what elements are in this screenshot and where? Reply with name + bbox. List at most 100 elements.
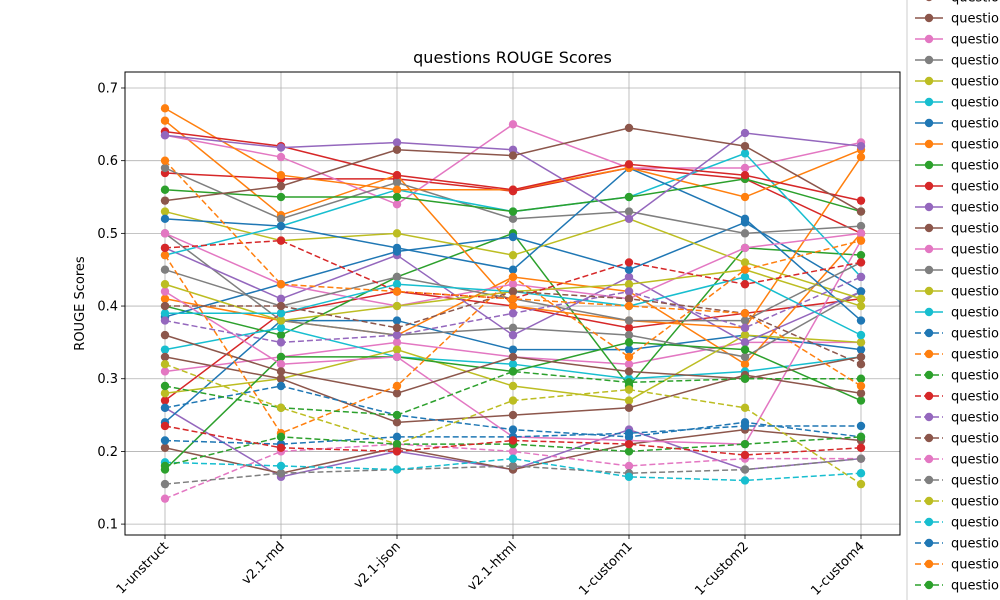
legend-marker bbox=[924, 496, 934, 506]
legend-label: questio bbox=[951, 285, 999, 300]
legend-marker bbox=[924, 139, 934, 149]
legend-entry: questio bbox=[915, 159, 999, 174]
data-point bbox=[160, 389, 170, 398]
legend-marker bbox=[924, 34, 934, 44]
data-point bbox=[392, 389, 402, 398]
data-point bbox=[508, 294, 518, 303]
legend-label: questio bbox=[951, 306, 999, 321]
legend-entry: questio bbox=[915, 411, 999, 426]
data-point bbox=[392, 171, 402, 180]
legend-entry: questio bbox=[915, 96, 999, 111]
legend-label: questio bbox=[951, 558, 999, 573]
data-point bbox=[276, 323, 286, 333]
data-point bbox=[740, 359, 750, 369]
data-point bbox=[160, 265, 170, 274]
data-point bbox=[856, 374, 866, 383]
data-point bbox=[856, 258, 866, 267]
legend-entry: questio bbox=[915, 474, 999, 489]
legend-label: questio bbox=[951, 201, 999, 216]
legend-label: questio bbox=[951, 579, 999, 594]
y-axis-label: ROUGE Scores bbox=[73, 256, 88, 351]
data-point bbox=[740, 439, 750, 449]
legend-entry: questio bbox=[915, 495, 999, 510]
data-point bbox=[276, 181, 286, 191]
series-43 bbox=[160, 156, 866, 391]
series-27 bbox=[160, 123, 866, 216]
data-point bbox=[740, 316, 750, 325]
data-point bbox=[740, 374, 750, 383]
data-point bbox=[740, 243, 750, 253]
data-point bbox=[508, 301, 518, 311]
legend-marker bbox=[924, 97, 934, 107]
data-point bbox=[624, 403, 634, 413]
data-point bbox=[624, 367, 634, 376]
data-point bbox=[740, 265, 750, 274]
legend-entry: questio bbox=[915, 75, 999, 90]
data-point bbox=[508, 145, 518, 154]
data-point bbox=[856, 207, 866, 216]
data-point bbox=[508, 265, 518, 274]
legend-marker bbox=[924, 76, 934, 86]
legend-entry: questio bbox=[915, 222, 999, 237]
legend-marker bbox=[924, 328, 934, 338]
data-point bbox=[624, 192, 634, 202]
data-point bbox=[508, 185, 518, 194]
data-point bbox=[856, 345, 866, 354]
data-point bbox=[508, 447, 518, 456]
data-point bbox=[160, 196, 170, 205]
legend-entry: questio bbox=[915, 558, 999, 573]
y-tick-label: 0.6 bbox=[97, 154, 118, 169]
data-point bbox=[392, 338, 402, 347]
legend-label: questio bbox=[951, 138, 999, 153]
data-point bbox=[624, 214, 634, 224]
series-26 bbox=[160, 128, 866, 224]
legend-label: questio bbox=[951, 159, 999, 174]
legend-marker bbox=[924, 475, 934, 485]
data-point bbox=[392, 178, 402, 187]
data-point bbox=[276, 143, 286, 152]
legend-marker bbox=[924, 517, 934, 527]
data-point bbox=[392, 352, 402, 362]
data-point bbox=[856, 301, 866, 311]
data-point bbox=[856, 141, 866, 151]
data-point bbox=[276, 403, 286, 413]
legend-label: questio bbox=[951, 453, 999, 468]
axes-frame bbox=[124, 71, 901, 536]
data-point bbox=[392, 345, 402, 354]
series-36 bbox=[160, 272, 866, 347]
data-point bbox=[392, 243, 402, 253]
data-point bbox=[624, 338, 634, 347]
x-tick-label: v2.1-json bbox=[351, 539, 404, 592]
legend-entry: questio bbox=[915, 348, 999, 363]
series-layer bbox=[160, 104, 866, 503]
data-point bbox=[276, 330, 286, 340]
data-point bbox=[624, 461, 634, 471]
data-point bbox=[856, 389, 866, 398]
data-point bbox=[624, 123, 634, 133]
data-point bbox=[740, 229, 750, 238]
data-point bbox=[392, 418, 402, 427]
legend-entry: questio bbox=[915, 516, 999, 531]
data-point bbox=[856, 479, 866, 489]
data-point bbox=[624, 330, 634, 340]
data-point bbox=[160, 436, 170, 445]
legend-marker bbox=[924, 202, 934, 212]
data-point bbox=[276, 461, 286, 471]
data-point bbox=[160, 301, 170, 311]
legend-marker bbox=[924, 265, 934, 275]
data-point bbox=[160, 494, 170, 503]
legend-label: questio bbox=[951, 474, 999, 489]
data-point bbox=[508, 207, 518, 216]
data-point bbox=[856, 152, 866, 162]
data-point bbox=[160, 280, 170, 289]
data-point bbox=[160, 163, 170, 173]
data-point bbox=[740, 450, 750, 460]
data-point bbox=[160, 229, 170, 238]
data-point bbox=[160, 250, 170, 260]
legend-marker bbox=[924, 244, 934, 254]
data-point bbox=[160, 207, 170, 216]
data-point bbox=[508, 309, 518, 318]
data-point bbox=[276, 280, 286, 289]
data-point bbox=[856, 196, 866, 205]
data-point bbox=[276, 294, 286, 303]
